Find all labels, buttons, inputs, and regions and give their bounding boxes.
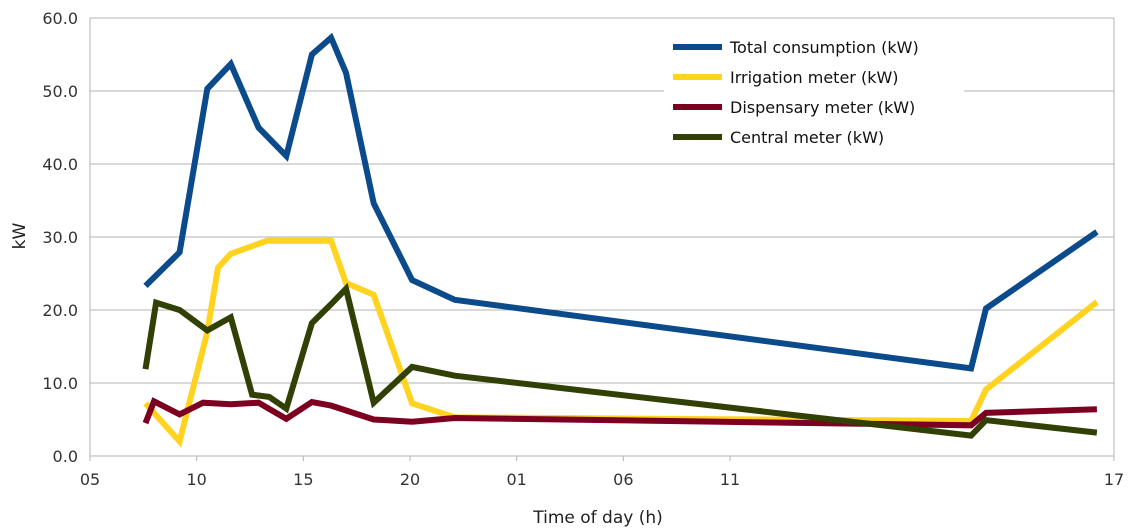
series-lines — [142, 32, 1099, 448]
x-tick-label: 15 — [293, 470, 313, 489]
legend-label: Irrigation meter (kW) — [730, 68, 899, 87]
legend: Total consumption (kW) Irrigation meter (… — [664, 30, 964, 156]
y-tick-label: 0.0 — [53, 447, 78, 466]
y-tick-label: 50.0 — [42, 82, 78, 101]
series-line-1 — [143, 237, 1099, 448]
x-tick-label: 17 — [1104, 470, 1124, 489]
y-axis-ticks: 0.0 10.0 20.0 30.0 40.0 50.0 60.0 — [42, 9, 78, 466]
series-line-2 — [142, 397, 1097, 429]
x-tick-label: 01 — [506, 470, 526, 489]
x-tick-label: 20 — [400, 470, 420, 489]
legend-label: Central meter (kW) — [730, 128, 884, 147]
x-tick-label: 06 — [613, 470, 633, 489]
y-tick-label: 20.0 — [42, 301, 78, 320]
y-tick-label: 60.0 — [42, 9, 78, 28]
legend-label: Dispensary meter (kW) — [730, 98, 915, 117]
x-tick-label: 05 — [80, 470, 100, 489]
y-axis-title: kW — [10, 222, 30, 249]
y-tick-label: 30.0 — [42, 228, 78, 247]
x-tick-label: 11 — [720, 470, 740, 489]
series-line-3 — [142, 282, 1098, 439]
grid-lines — [89, 17, 1115, 457]
y-tick-label: 40.0 — [42, 155, 78, 174]
series-line-0 — [143, 32, 1099, 372]
legend-label: Total consumption (kW) — [729, 38, 919, 57]
x-axis-ticks: 05 10 15 20 01 06 11 17 — [80, 456, 1124, 489]
x-axis-title: Time of day (h) — [532, 508, 663, 528]
y-tick-label: 10.0 — [42, 374, 78, 393]
x-tick-label: 10 — [186, 470, 206, 489]
